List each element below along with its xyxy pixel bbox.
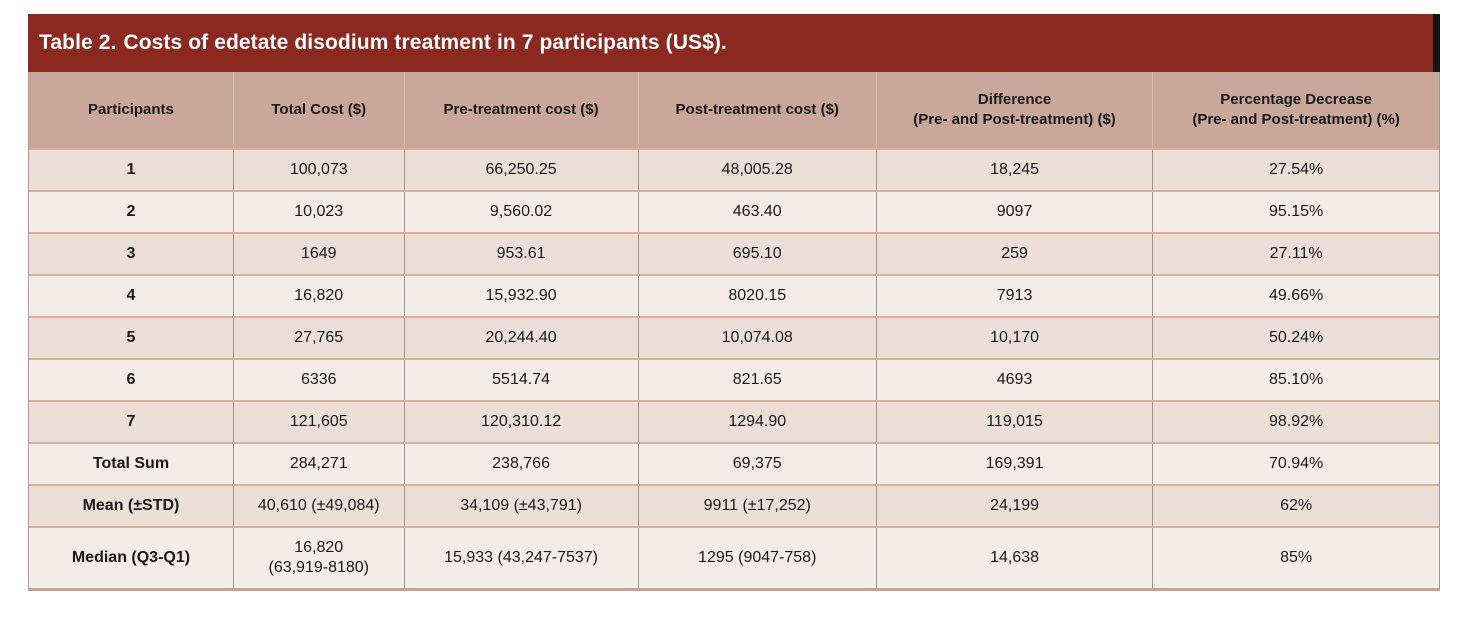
table-cell: 463.40 xyxy=(637,190,877,233)
row-label: 2 xyxy=(29,190,234,233)
table-cell: 100,073 xyxy=(232,148,405,191)
column-header-pre-treatment: Pre-treatment cost ($) xyxy=(403,72,639,149)
table-cell: 20,244.40 xyxy=(403,316,639,359)
table-cell: 48,005.28 xyxy=(637,148,877,191)
table-cell: 8020.15 xyxy=(637,274,877,317)
table-row: 6 6336 5514.74 821.65 4693 85.10% xyxy=(29,358,1439,401)
table-cell: 98.92% xyxy=(1152,400,1439,443)
table-cell: 4693 xyxy=(875,358,1153,401)
table-header-row: Participants Total Cost ($) Pre-treatmen… xyxy=(29,72,1439,149)
table-row: Participants Total Cost ($) Pre-treatmen… xyxy=(29,72,1439,149)
row-label: 1 xyxy=(29,148,234,191)
row-label: 6 xyxy=(29,358,234,401)
row-label: 4 xyxy=(29,274,234,317)
row-label: Median (Q3-Q1) xyxy=(29,526,234,588)
costs-table: Participants Total Cost ($) Pre-treatmen… xyxy=(29,72,1439,588)
table-cell: 16,820 (63,919-8180) xyxy=(232,526,405,588)
column-header-post-treatment: Post-treatment cost ($) xyxy=(637,72,877,149)
table-cell: 821.65 xyxy=(637,358,877,401)
table-cell: 16,820 xyxy=(232,274,405,317)
table-cell: 27,765 xyxy=(232,316,405,359)
table-cell: 284,271 xyxy=(232,442,405,485)
table-cell: 85.10% xyxy=(1152,358,1439,401)
table-cell: 14,638 xyxy=(875,526,1153,588)
table-cell: 5514.74 xyxy=(403,358,639,401)
table-cell: 15,933 (43,247-7537) xyxy=(403,526,639,588)
table-cell: 9911 (±17,252) xyxy=(637,484,877,527)
table-cell: 34,109 (±43,791) xyxy=(403,484,639,527)
table-cell: 1294.90 xyxy=(637,400,877,443)
table-cell: 6336 xyxy=(232,358,405,401)
table-cell: 10,170 xyxy=(875,316,1153,359)
table-cell: 1295 (9047-758) xyxy=(637,526,877,588)
table-cell: 9,560.02 xyxy=(403,190,639,233)
table-row: 1 100,073 66,250.25 48,005.28 18,245 27.… xyxy=(29,148,1439,191)
column-header-participants: Participants xyxy=(29,72,234,149)
column-header-percentage-decrease: Percentage Decrease (Pre- and Post-treat… xyxy=(1152,72,1439,149)
table-row: 7 121,605 120,310.12 1294.90 119,015 98.… xyxy=(29,400,1439,443)
table-cell: 238,766 xyxy=(403,442,639,485)
table-2-container: Table 2. Costs of edetate disodium treat… xyxy=(28,14,1440,591)
table-cell: 7913 xyxy=(875,274,1153,317)
table-cell: 40,610 (±49,084) xyxy=(232,484,405,527)
table-cell: 24,199 xyxy=(875,484,1153,527)
table-cell: 10,023 xyxy=(232,190,405,233)
table-cell: 120,310.12 xyxy=(403,400,639,443)
column-header-difference: Difference (Pre- and Post-treatment) ($) xyxy=(875,72,1153,149)
table-cell: 259 xyxy=(875,232,1153,275)
table-cell: 9097 xyxy=(875,190,1153,233)
column-header-total-cost: Total Cost ($) xyxy=(232,72,405,149)
table-body-box: Participants Total Cost ($) Pre-treatmen… xyxy=(28,72,1440,591)
table-row: 5 27,765 20,244.40 10,074.08 10,170 50.2… xyxy=(29,316,1439,359)
table-cell: 15,932.90 xyxy=(403,274,639,317)
table-row: 4 16,820 15,932.90 8020.15 7913 49.66% xyxy=(29,274,1439,317)
table-cell: 695.10 xyxy=(637,232,877,275)
row-label: 3 xyxy=(29,232,234,275)
table-cell: 95.15% xyxy=(1152,190,1439,233)
table-row-mean: Mean (±STD) 40,610 (±49,084) 34,109 (±43… xyxy=(29,484,1439,527)
table-cell: 1649 xyxy=(232,232,405,275)
table-row: 3 1649 953.61 695.10 259 27.11% xyxy=(29,232,1439,275)
table-cell: 121,605 xyxy=(232,400,405,443)
row-label: 5 xyxy=(29,316,234,359)
table-caption-label: Table 2. xyxy=(39,31,117,54)
table-cell: 119,015 xyxy=(875,400,1153,443)
row-label: Mean (±STD) xyxy=(29,484,234,527)
table-cell: 69,375 xyxy=(637,442,877,485)
table-cell: 953.61 xyxy=(403,232,639,275)
table-cell: 18,245 xyxy=(875,148,1153,191)
table-cell: 70.94% xyxy=(1152,442,1439,485)
table-cell: 27.54% xyxy=(1152,148,1439,191)
table-cell: 85% xyxy=(1152,526,1439,588)
table-body: 1 100,073 66,250.25 48,005.28 18,245 27.… xyxy=(29,148,1439,588)
row-label: Total Sum xyxy=(29,442,234,485)
row-label: 7 xyxy=(29,400,234,443)
table-cell: 62% xyxy=(1152,484,1439,527)
table-title-bar: Table 2. Costs of edetate disodium treat… xyxy=(28,14,1440,72)
table-cell: 50.24% xyxy=(1152,316,1439,359)
table-row-total-sum: Total Sum 284,271 238,766 69,375 169,391… xyxy=(29,442,1439,485)
table-row: 2 10,023 9,560.02 463.40 9097 95.15% xyxy=(29,190,1439,233)
table-row-median: Median (Q3-Q1) 16,820 (63,919-8180) 15,9… xyxy=(29,526,1439,588)
table-cell: 10,074.08 xyxy=(637,316,877,359)
table-cell: 27.11% xyxy=(1152,232,1439,275)
table-caption-text: Costs of edetate disodium treatment in 7… xyxy=(123,31,727,54)
table-cell: 49.66% xyxy=(1152,274,1439,317)
table-cell: 66,250.25 xyxy=(403,148,639,191)
table-cell: 169,391 xyxy=(875,442,1153,485)
